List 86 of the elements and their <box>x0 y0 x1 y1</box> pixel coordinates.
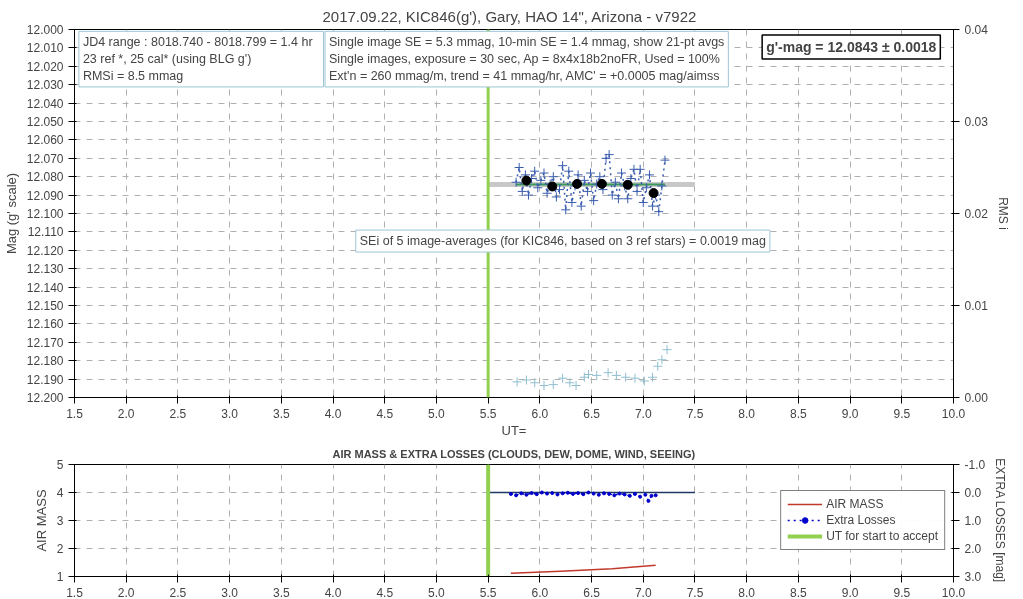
x-tick-label: 9.0 <box>841 406 859 421</box>
y2-tick-label: -1.0 <box>964 458 986 472</box>
x-tick-label: 9.5 <box>893 585 911 599</box>
x-tick-label: 3.5 <box>272 585 290 599</box>
x-tick-label: 7.5 <box>686 406 704 421</box>
y2-axis-title: RMS i <box>995 197 1010 230</box>
chart-title: 2017.09.22, KIC846(g'), Gary, HAO 14", Arizona - v7922 <box>322 7 697 25</box>
annotation: JD4 range : 8018.740 - 8018.799 = 1.4 hr 23 ref *, 25 cal* (using BLG g') RMSi = 8.5 mmag <box>82 35 313 83</box>
y-tick-label: 12.150 <box>26 299 64 313</box>
x-tick-label: 4.0 <box>324 406 342 421</box>
x-tick-label: 7.5 <box>686 585 704 599</box>
x-tick-label: 9.0 <box>841 585 859 599</box>
x-tick-label: 5.0 <box>428 585 446 599</box>
y-tick-label: 12.040 <box>26 96 64 111</box>
y-tick-label: 12.020 <box>26 59 64 74</box>
annotation: Single image SE = 5.3 mmag, 10-min SE = 1.4 mmag, show 21-pt avgs Single images, exposure = 30 sec, Ap = 8x4x18b2noFR, Used = 100% Ext'n = 260 mmag/m, trend = 41 mmag/hr, AMC' = +0.0005 mag/aimss <box>329 35 725 83</box>
y-tick-label: 12.050 <box>26 115 64 129</box>
y-tick-label: 5 <box>56 458 64 472</box>
y2-tick-label: 2.0 <box>964 542 982 556</box>
x-tick-label: 6.5 <box>583 585 601 599</box>
y-tick-label: 12.110 <box>27 225 64 240</box>
y-axis-title: AIR MASS <box>33 489 49 552</box>
y-tick-label: 12.060 <box>26 133 64 148</box>
y2-tick-label: 0.00 <box>964 391 989 405</box>
x-tick-label: 6.0 <box>531 406 549 421</box>
x-tick-label: 9.5 <box>893 406 911 421</box>
y-tick-label: 12.100 <box>26 207 64 221</box>
x-tick-label: 3.5 <box>272 406 290 421</box>
y-tick-label: 12.130 <box>26 262 64 277</box>
x-tick-label: 1.5 <box>66 406 84 421</box>
chart-title: AIR MASS & EXTRA LOSSES (CLOUDS, DEW, DOME, WIND, SEEING) <box>332 447 696 460</box>
y-tick-label: 12.070 <box>26 151 64 166</box>
x-tick-label: 7.0 <box>634 585 652 599</box>
y-tick-label: 12.030 <box>26 78 64 93</box>
x-tick-label: 2.0 <box>117 406 135 421</box>
x-tick-label: 2.0 <box>117 585 135 599</box>
y2-tick-label: 0.03 <box>964 115 989 129</box>
legend-label: AIR MASS <box>826 497 884 511</box>
y-tick-label: 12.140 <box>26 280 64 295</box>
x-tick-label: 6.0 <box>531 585 549 599</box>
y-tick-label: 12.200 <box>26 391 64 405</box>
y2-tick-label: 0.04 <box>964 23 989 37</box>
x-tick-label: 8.5 <box>790 406 808 421</box>
legend-label: Extra Losses <box>826 513 896 527</box>
y-tick-label: 12.010 <box>26 41 64 56</box>
y-tick-label: 12.090 <box>26 188 64 203</box>
x-tick-label: 4.5 <box>376 585 394 599</box>
x-tick-label: 8.5 <box>790 585 808 599</box>
x-tick-label: 2.5 <box>169 585 187 599</box>
y2-tick-label: 1.0 <box>964 514 982 528</box>
y-tick-label: 12.170 <box>26 335 64 350</box>
x-tick-label: 3.0 <box>221 406 239 421</box>
y2-tick-label: 0.0 <box>964 486 982 500</box>
y-tick-label: 12.120 <box>26 243 64 258</box>
y2-axis-title: EXTRA LOSSES [mag] <box>993 458 1008 583</box>
y-axis-title: Mag (g' scale) <box>3 172 19 255</box>
x-tick-label: 5.0 <box>428 406 446 421</box>
y-tick-label: 2 <box>56 542 64 556</box>
y-tick-label: 3 <box>56 514 64 528</box>
legend-label: UT for start to accept <box>826 529 938 543</box>
x-axis-title: UT= <box>501 422 527 438</box>
x-tick-label: 3.0 <box>221 585 239 599</box>
y-tick-label: 12.160 <box>26 317 64 332</box>
x-tick-label: 5.5 <box>479 406 497 421</box>
y-tick-label: 12.180 <box>26 354 64 369</box>
y2-tick-label: 3.0 <box>964 570 982 584</box>
y-tick-label: 12.080 <box>26 170 64 185</box>
x-tick-label: 7.0 <box>634 406 652 421</box>
x-tick-label: 10.0 <box>941 585 966 599</box>
x-tick-label: 4.0 <box>324 585 342 599</box>
y2-tick-label: 0.02 <box>964 207 989 221</box>
x-tick-label: 1.5 <box>66 585 84 599</box>
x-tick-label: 6.5 <box>583 406 601 421</box>
x-tick-label: 2.5 <box>169 406 187 421</box>
y2-tick-label: 0.01 <box>964 299 989 313</box>
y-tick-label: 12.190 <box>26 372 64 387</box>
x-tick-label: 8.0 <box>738 406 756 421</box>
x-tick-label: 5.5 <box>479 585 497 599</box>
y-tick-label: 1 <box>56 570 64 584</box>
x-tick-label: 10.0 <box>941 406 966 421</box>
annotation: SEi of 5 image-averages (for KIC846, based on 3 ref stars) = 0.0019 mag <box>359 234 766 249</box>
x-tick-label: 8.0 <box>738 585 756 599</box>
x-tick-label: 4.5 <box>376 406 394 421</box>
y-tick-label: 4 <box>56 486 64 500</box>
annotation: g'-mag = 12.0843 ± 0.0018 <box>766 39 937 56</box>
y-tick-label: 12.000 <box>26 23 64 37</box>
